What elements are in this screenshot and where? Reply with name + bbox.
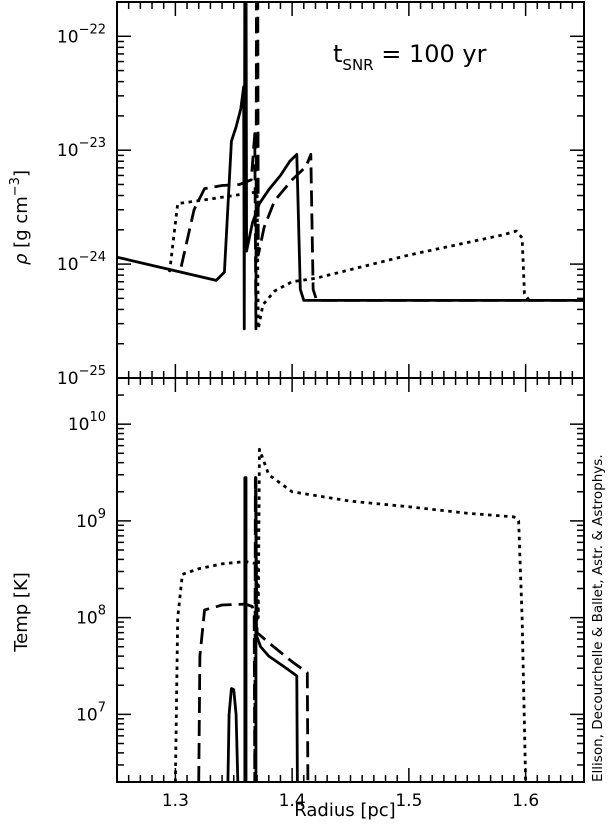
density-series-solid-0 [117, 2, 584, 331]
temperature-y-tick-label: 109 [76, 507, 106, 532]
temperature-y-tick-label: 1010 [68, 410, 106, 435]
credit-text: Ellison, Decourchelle & Ballet, Astr. & … [590, 454, 606, 782]
density-annotation: tSNR = 100 yr [333, 40, 487, 74]
temperature-series-group [173, 447, 528, 782]
temperature-plot-frame [116, 377, 585, 783]
density-y-tick-label: 10−24 [57, 250, 106, 275]
time-annotation: tSNR = 100 yr [333, 40, 487, 74]
radius-x-tick-label: 1.3 [162, 791, 189, 811]
density-series-group [117, 2, 584, 331]
temperature-series-solid-2 [254, 476, 299, 782]
density-series-dotted-2 [168, 190, 531, 331]
density-y-ticks: 10−25 10−24 10−23 10−22 [57, 1, 584, 389]
density-y-tick-label: 10−22 [57, 22, 106, 47]
density-y-tick-label: 10−23 [57, 136, 106, 161]
temperature-y-tick-label: 107 [76, 700, 106, 725]
radius-x-ticks: 1.3 1.4 1.5 1.6 [116, 2, 585, 811]
radius-x-axis-label: Radius [pc] [294, 800, 395, 821]
temperature-y-ticks: 107 108 109 1010 [68, 377, 584, 783]
temperature-y-axis-label: Temp [K] [11, 572, 32, 653]
temperature-series-dashed-3 [197, 476, 310, 782]
radius-x-tick-label: 1.6 [512, 791, 539, 811]
radius-x-tick-label: 1.5 [395, 791, 422, 811]
temperature-y-tick-label: 108 [76, 604, 106, 629]
temperature-series-solid-1 [243, 476, 248, 782]
density-y-tick-label: 10−25 [57, 364, 106, 389]
density-series-dashed-1 [179, 2, 584, 331]
density-panel: 10−25 10−24 10−23 10−22 tSNR = 100 yr ρ [g … [8, 1, 584, 389]
radius-x-tick-label: 1.4 [279, 791, 306, 811]
temperature-panel: 107 108 109 1010 1.3 1.4 1.5 1.6 Temp [K] Radi… [11, 2, 585, 821]
temperature-series-solid-0 [226, 687, 240, 782]
density-y-axis-label: ρ [g cm−3] [8, 170, 32, 265]
temperature-series-dotted-4 [173, 447, 528, 782]
